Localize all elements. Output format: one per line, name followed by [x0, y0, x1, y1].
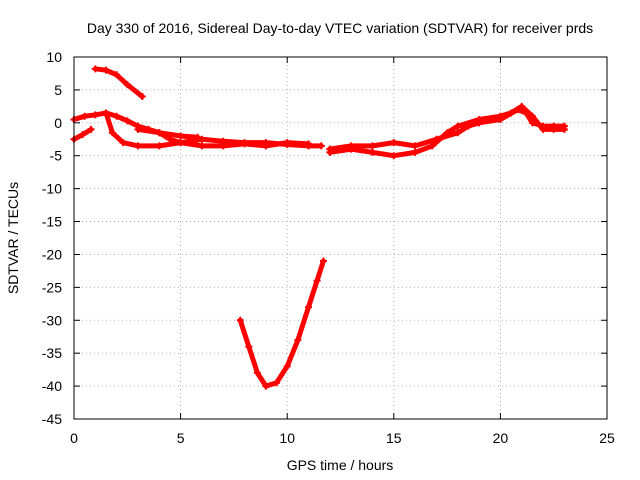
data-point — [198, 142, 206, 150]
chart-title: Day 330 of 2016, Sidereal Day-to-day VTE… — [87, 20, 593, 36]
data-point — [194, 133, 202, 141]
data-point — [177, 132, 185, 140]
data-point — [102, 66, 110, 74]
data-point — [319, 257, 327, 265]
x-tick-labels: 0 5 10 15 20 25 — [70, 430, 615, 446]
series-markers-arc-1 — [91, 65, 146, 100]
data-point — [428, 142, 436, 150]
x-tick-label: 0 — [70, 430, 78, 446]
data-point — [560, 125, 568, 133]
y-tick-label: -15 — [42, 214, 62, 230]
series-line-arc-6 — [237, 258, 326, 389]
series-markers-arc-5 — [134, 125, 202, 141]
data-point — [102, 109, 110, 117]
data-point — [550, 125, 558, 133]
y-tick-label: -40 — [42, 378, 62, 394]
data-point — [475, 116, 483, 124]
data-point — [507, 109, 515, 117]
data-point — [368, 142, 376, 150]
data-point — [528, 112, 536, 120]
data-point — [87, 125, 95, 133]
data-point — [454, 122, 462, 130]
data-point — [283, 141, 291, 149]
y-tick-labels: 10 5 0 -5 -10 -15 -20 -25 -30 -35 -40 -45 — [42, 49, 62, 427]
y-axis-label: SDTVAR / TECUs — [5, 182, 21, 294]
data-point — [368, 148, 376, 156]
data-point — [155, 142, 163, 150]
data-point — [134, 125, 142, 133]
x-tick-label: 20 — [493, 430, 509, 446]
data-point — [79, 131, 87, 139]
data-point — [518, 102, 526, 110]
data-point — [119, 139, 127, 147]
plot-frame — [73, 56, 608, 420]
x-axis-label: GPS time / hours — [287, 457, 394, 473]
data-point — [305, 303, 313, 311]
data-point — [326, 148, 334, 156]
data-point — [91, 111, 99, 119]
data-point — [198, 135, 206, 143]
y-tick-label: -45 — [42, 411, 62, 427]
data-point — [134, 142, 142, 150]
data-point — [123, 81, 131, 89]
y-tick-label: -5 — [50, 148, 63, 164]
y-tick-label: 10 — [46, 49, 62, 65]
data-point — [236, 316, 244, 324]
series-layer — [70, 65, 568, 390]
y-tick-label: -20 — [42, 246, 62, 262]
data-point — [347, 145, 355, 153]
y-tick-label: -25 — [42, 279, 62, 295]
y-tick-label: 5 — [54, 82, 62, 98]
data-point — [245, 343, 253, 351]
data-point — [317, 142, 325, 150]
data-point — [108, 129, 116, 137]
data-point — [283, 362, 291, 370]
data-point — [305, 142, 313, 150]
data-point — [113, 71, 121, 79]
y-tick-label: -35 — [42, 345, 62, 361]
x-tick-label: 15 — [386, 430, 402, 446]
series-markers-arc-8 — [326, 102, 568, 160]
data-point — [294, 336, 302, 344]
data-point — [241, 139, 249, 147]
data-point — [390, 152, 398, 160]
data-point — [443, 129, 451, 137]
series-markers-arc-6 — [236, 257, 327, 390]
x-tick-label: 10 — [279, 430, 295, 446]
data-point — [411, 148, 419, 156]
x-tick-label: 5 — [177, 430, 185, 446]
data-point — [166, 135, 174, 143]
data-point — [219, 137, 227, 145]
data-point — [177, 139, 185, 147]
x-tick-label: 25 — [599, 430, 615, 446]
data-point — [539, 125, 547, 133]
data-point — [262, 382, 270, 390]
data-point — [313, 277, 321, 285]
y-tick-label: -30 — [42, 312, 62, 328]
series-markers-arc-4 — [102, 109, 325, 150]
series-line-arc-8 — [327, 103, 567, 159]
data-point — [91, 65, 99, 73]
data-point — [138, 92, 146, 100]
y-tick-label: 0 — [54, 115, 62, 131]
data-point — [390, 139, 398, 147]
data-point — [496, 112, 504, 120]
data-point — [81, 112, 89, 120]
series-line-arc-5 — [135, 126, 201, 140]
data-point — [411, 142, 419, 150]
y-tick-label: -10 — [42, 181, 62, 197]
data-point — [454, 129, 462, 137]
data-point — [273, 379, 281, 387]
data-point — [155, 129, 163, 137]
data-point — [253, 369, 261, 377]
data-point — [123, 117, 131, 125]
data-point — [113, 112, 121, 120]
series-line-arc-1 — [92, 66, 145, 99]
data-point — [262, 139, 270, 147]
